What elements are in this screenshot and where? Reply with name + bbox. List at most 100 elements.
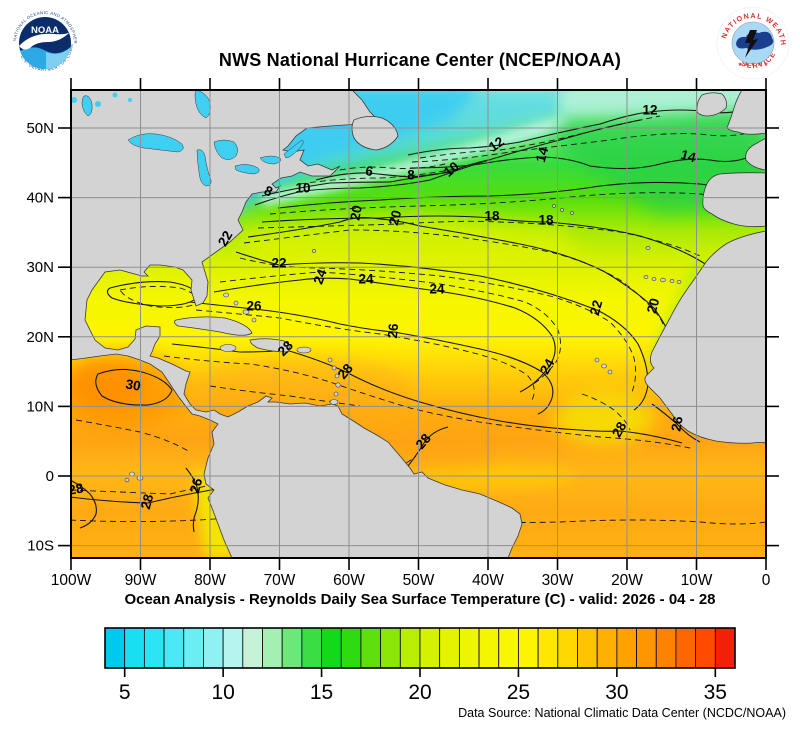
island <box>296 346 312 354</box>
contour-label: 26 <box>187 476 206 495</box>
contour-label: 28 <box>67 480 85 497</box>
island <box>552 204 556 208</box>
contour-label: 22 <box>587 299 605 317</box>
colorbar-cell <box>301 627 322 669</box>
contour-line <box>71 479 97 529</box>
island <box>251 317 257 323</box>
contour-line <box>254 119 641 206</box>
subtitle: Ocean Analysis - Reynolds Daily Sea Surf… <box>124 591 716 608</box>
contour-label: 26 <box>385 322 401 339</box>
island <box>129 471 135 477</box>
island <box>333 391 339 397</box>
lake <box>194 90 211 119</box>
island <box>607 369 613 375</box>
colorbar-cell <box>655 627 677 669</box>
contour-line-dashed <box>419 115 661 159</box>
colorbar-tick-label: 10 <box>211 681 234 704</box>
contour-line-dashed <box>195 309 535 401</box>
y-axis-label: 40N <box>26 190 54 207</box>
colorbar-cell <box>419 627 441 669</box>
page-title: NWS National Hurricane Center (NCEP/NOAA… <box>218 50 622 70</box>
island <box>334 373 340 379</box>
nws-logo: NATIONAL WEATHER SERVICE ★ ★ ★ ★ ★ <box>716 6 790 80</box>
noaa-gull-icon <box>19 32 70 50</box>
x-axis-label: 10W <box>681 572 713 589</box>
nws-stars: ★ ★ ★ ★ ★ <box>738 61 769 68</box>
y-axis-label: 10S <box>27 538 54 555</box>
contour-label: 20 <box>347 204 364 221</box>
colorbar-cell <box>537 627 559 669</box>
contour-line-dashed <box>299 167 461 185</box>
island <box>312 249 316 253</box>
island <box>233 300 239 306</box>
contour-line <box>185 467 199 533</box>
island <box>651 277 657 281</box>
noaa-emblem <box>19 17 71 69</box>
contour-label: 18 <box>538 213 554 228</box>
contour-label: 6 <box>364 163 374 179</box>
contour-line <box>106 281 199 307</box>
contour-line <box>171 343 683 444</box>
sst-shading <box>405 464 575 490</box>
contour-label: 14 <box>679 147 698 166</box>
x-axis-label: 30W <box>542 572 574 589</box>
contour-label: 8 <box>407 168 415 183</box>
contour-label: 30 <box>124 376 141 393</box>
contour-label: 12 <box>642 103 657 118</box>
contour-label: 10 <box>295 181 310 196</box>
colorbar-tick-label: 30 <box>605 681 628 704</box>
colorbar-cell <box>616 627 637 669</box>
noaa-logo: NATIONAL OCEANIC AND ATMOSPHERIC ADMINIS… <box>8 6 81 79</box>
island <box>645 246 651 250</box>
island <box>124 477 130 483</box>
island <box>335 382 341 388</box>
island <box>560 208 564 212</box>
landmass <box>71 90 523 558</box>
contour-line-dashed <box>209 385 361 407</box>
x-axis-label: 70W <box>264 572 296 589</box>
landmass <box>745 137 766 171</box>
colorbar-cell <box>478 627 500 669</box>
x-axis-label: 60W <box>333 572 365 589</box>
island <box>660 277 666 283</box>
contour-line <box>235 251 649 411</box>
landmass <box>702 172 766 228</box>
contour-line <box>315 159 489 181</box>
colorbar-cell <box>262 627 283 669</box>
colorbar-tick-label: 35 <box>704 681 727 704</box>
contour-label: 20 <box>644 297 662 315</box>
colorbar-tick-label: 20 <box>408 681 431 704</box>
island <box>676 280 682 284</box>
contour-label: 24 <box>537 356 558 377</box>
contour-line-dashed <box>269 191 766 215</box>
colorbar-cell <box>439 627 460 669</box>
colorbar-cell <box>222 627 244 669</box>
colorbar-cell <box>281 627 303 669</box>
contour-line-dashed <box>219 271 561 387</box>
colorbar-cell <box>596 627 618 669</box>
y-axis-label: 20N <box>26 329 54 346</box>
colorbar-cell <box>458 627 480 669</box>
contour-label: 24 <box>429 282 445 297</box>
contour-line <box>95 368 173 406</box>
x-axis-label: 20W <box>611 572 643 589</box>
contour-label: 24 <box>311 267 330 287</box>
sst-shading <box>71 364 146 408</box>
contour-line-dashed <box>71 455 417 495</box>
colorbar-cell <box>203 627 224 669</box>
y-axis-label: 50N <box>26 120 54 137</box>
y-axis-label: 0 <box>46 468 54 485</box>
lake <box>128 98 132 102</box>
x-axis-label: 40W <box>472 572 504 589</box>
noaa-acronym: NOAA <box>31 25 59 36</box>
contour-line-dashed <box>163 355 691 449</box>
contour-line <box>261 171 451 197</box>
contour-line-dashed <box>239 257 637 393</box>
contour-line <box>651 403 701 443</box>
data-source: Data Source: National Climatic Data Cent… <box>458 706 786 720</box>
island <box>669 279 675 283</box>
lake <box>112 92 118 98</box>
x-axis-label: 50W <box>403 572 435 589</box>
island <box>594 357 600 363</box>
